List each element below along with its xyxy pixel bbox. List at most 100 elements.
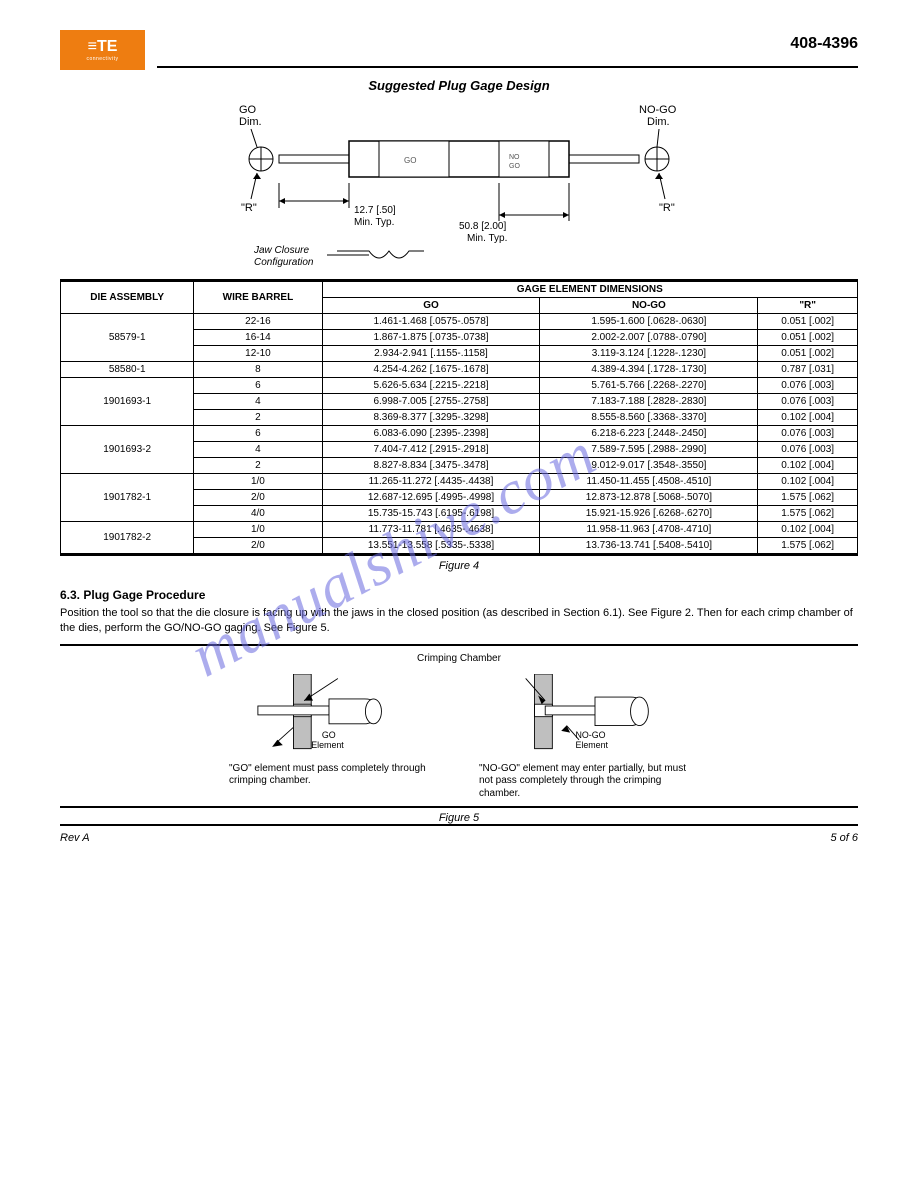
- col-die-assembly: DIE ASSEMBLY: [61, 282, 194, 314]
- gage-dimensions-table: DIE ASSEMBLY WIRE BARREL GAGE ELEMENT DI…: [60, 281, 858, 554]
- footer-rule: [60, 824, 858, 826]
- svg-text:NO-GO: NO-GO: [575, 730, 605, 740]
- nogo-caption: "NO-GO" element may enter partially, but…: [479, 763, 689, 801]
- table-row: 1901693-266.083-6.090 [.2395-.2398]6.218…: [61, 426, 858, 442]
- cell-r: 0.102 [.004]: [758, 458, 858, 474]
- svg-text:"R": "R": [659, 202, 675, 214]
- cell-die-assembly: 1901782-1: [61, 474, 194, 522]
- cell-go: 11.773-11.781 [.4635-.4638]: [322, 522, 540, 538]
- cell-r: 0.051 [.002]: [758, 346, 858, 362]
- cell-r: 0.076 [.003]: [758, 378, 858, 394]
- table-row: 58580-184.254-4.262 [.1675-.1678]4.389-4…: [61, 362, 858, 378]
- svg-text:12.7 [.50]: 12.7 [.50]: [354, 205, 396, 216]
- figure-5: GO Element "GO" element must pass comple…: [60, 674, 858, 801]
- svg-text:Jaw Closure: Jaw Closure: [253, 245, 309, 256]
- svg-text:NO: NO: [509, 154, 520, 161]
- cell-wb: 6: [194, 378, 322, 394]
- cell-wb: 2: [194, 458, 322, 474]
- svg-text:Element: Element: [311, 739, 344, 749]
- cell-nogo: 7.589-7.595 [.2988-.2990]: [540, 442, 758, 458]
- svg-text:Configuration: Configuration: [254, 257, 314, 268]
- cell-go: 4.254-4.262 [.1675-.1678]: [322, 362, 540, 378]
- cell-go: 15.735-15.743 [.6195-.6198]: [322, 506, 540, 522]
- brand-glyph: ≡TE: [88, 38, 118, 56]
- cell-r: 0.076 [.003]: [758, 442, 858, 458]
- cell-die-assembly: 58580-1: [61, 362, 194, 378]
- cell-go: 11.265-11.272 [.4435-.4438]: [322, 474, 540, 490]
- cell-r: 0.102 [.004]: [758, 474, 858, 490]
- cell-wb: 2: [194, 410, 322, 426]
- cell-nogo: 4.389-4.394 [.1728-.1730]: [540, 362, 758, 378]
- table-row: 58579-122-161.461-1.468 [.0575-.0578]1.5…: [61, 314, 858, 330]
- cell-go: 2.934-2.941 [.1155-.1158]: [322, 346, 540, 362]
- cell-go: 5.626-5.634 [.2215-.2218]: [322, 378, 540, 394]
- go-caption: "GO" element must pass completely throug…: [229, 763, 439, 788]
- svg-text:GO: GO: [509, 163, 520, 170]
- cell-go: 8.827-8.834 [.3475-.3478]: [322, 458, 540, 474]
- svg-text:Min. Typ.: Min. Typ.: [354, 217, 394, 228]
- cell-go: 1.461-1.468 [.0575-.0578]: [322, 314, 540, 330]
- cell-nogo: 9.012-9.017 [.3548-.3550]: [540, 458, 758, 474]
- cell-r: 0.076 [.003]: [758, 394, 858, 410]
- cell-r: 0.051 [.002]: [758, 314, 858, 330]
- cell-wb: 1/0: [194, 522, 322, 538]
- svg-text:50.8 [2.00]: 50.8 [2.00]: [459, 221, 506, 232]
- figure-5-top-rule: [60, 644, 858, 646]
- cell-r: 1.575 [.062]: [758, 490, 858, 506]
- cell-go: 12.687-12.695 [.4995-.4998]: [322, 490, 540, 506]
- table-bottom-rule: [60, 554, 858, 556]
- cell-r: 0.102 [.004]: [758, 410, 858, 426]
- cell-go: 8.369-8.377 [.3295-.3298]: [322, 410, 540, 426]
- section-6-3-body: Position the tool so that the die closur…: [60, 606, 858, 636]
- svg-text:NO-GO: NO-GO: [639, 104, 677, 116]
- cell-nogo: 3.119-3.124 [.1228-.1230]: [540, 346, 758, 362]
- figure-4-title: Suggested Plug Gage Design: [60, 78, 858, 93]
- col-go: GO: [322, 298, 540, 314]
- table-row: 1901782-21/011.773-11.781 [.4635-.4638]1…: [61, 522, 858, 538]
- svg-text:GO: GO: [239, 104, 257, 116]
- cell-r: 0.102 [.004]: [758, 522, 858, 538]
- cell-wb: 2/0: [194, 490, 322, 506]
- brand-logo: ≡TE connectivity: [60, 30, 145, 70]
- cell-go: 13.551-13.558 [.5335-.5338]: [322, 538, 540, 554]
- cell-wb: 1/0: [194, 474, 322, 490]
- cell-nogo: 13.736-13.741 [.5408-.5410]: [540, 538, 758, 554]
- cell-nogo: 6.218-6.223 [.2448-.2450]: [540, 426, 758, 442]
- cell-die-assembly: 1901693-1: [61, 378, 194, 426]
- page-header: ≡TE connectivity: [60, 30, 858, 70]
- svg-text:"R": "R": [241, 202, 257, 214]
- cell-nogo: 8.555-8.560 [.3368-.3370]: [540, 410, 758, 426]
- go-gage-diagram: GO Element: [229, 674, 429, 754]
- table-body: 58579-122-161.461-1.468 [.0575-.0578]1.5…: [61, 314, 858, 554]
- cell-wb: 4: [194, 394, 322, 410]
- cell-die-assembly: 1901693-2: [61, 426, 194, 474]
- cell-wb: 4/0: [194, 506, 322, 522]
- plug-gage-diagram: GO NO GO GO Dim. NO-GO Dim. "R" "R": [199, 93, 719, 273]
- section-6-3-heading: 6.3. Plug Gage Procedure: [60, 588, 858, 602]
- figure-4-caption: Figure 4: [60, 560, 858, 572]
- col-r: "R": [758, 298, 858, 314]
- svg-text:Dim.: Dim.: [239, 116, 262, 128]
- cell-nogo: 7.183-7.188 [.2828-.2830]: [540, 394, 758, 410]
- cell-die-assembly: 58579-1: [61, 314, 194, 362]
- cell-go: 6.083-6.090 [.2395-.2398]: [322, 426, 540, 442]
- table-row: 1901693-165.626-5.634 [.2215-.2218]5.761…: [61, 378, 858, 394]
- cell-r: 1.575 [.062]: [758, 538, 858, 554]
- cell-nogo: 11.958-11.963 [.4708-.4710]: [540, 522, 758, 538]
- cell-r: 0.787 [.031]: [758, 362, 858, 378]
- page-footer: Rev A 5 of 6: [60, 824, 858, 844]
- cell-nogo: 1.595-1.600 [.0628-.0630]: [540, 314, 758, 330]
- svg-text:GO: GO: [322, 730, 336, 740]
- figure-5-go-column: GO Element "GO" element must pass comple…: [229, 674, 439, 801]
- col-wire-barrel: WIRE BARREL: [194, 282, 322, 314]
- cell-die-assembly: 1901782-2: [61, 522, 194, 554]
- footer-page: 5 of 6: [830, 832, 858, 844]
- cell-go: 1.867-1.875 [.0735-.0738]: [322, 330, 540, 346]
- cell-r: 0.076 [.003]: [758, 426, 858, 442]
- figure-5-nogo-column: NO-GO Element "NO-GO" element may enter …: [479, 674, 689, 801]
- cell-wb: 8: [194, 362, 322, 378]
- brand-subtext: connectivity: [86, 56, 118, 62]
- cell-go: 7.404-7.412 [.2915-.2918]: [322, 442, 540, 458]
- document-id: 408-4396: [790, 35, 858, 53]
- cell-r: 1.575 [.062]: [758, 506, 858, 522]
